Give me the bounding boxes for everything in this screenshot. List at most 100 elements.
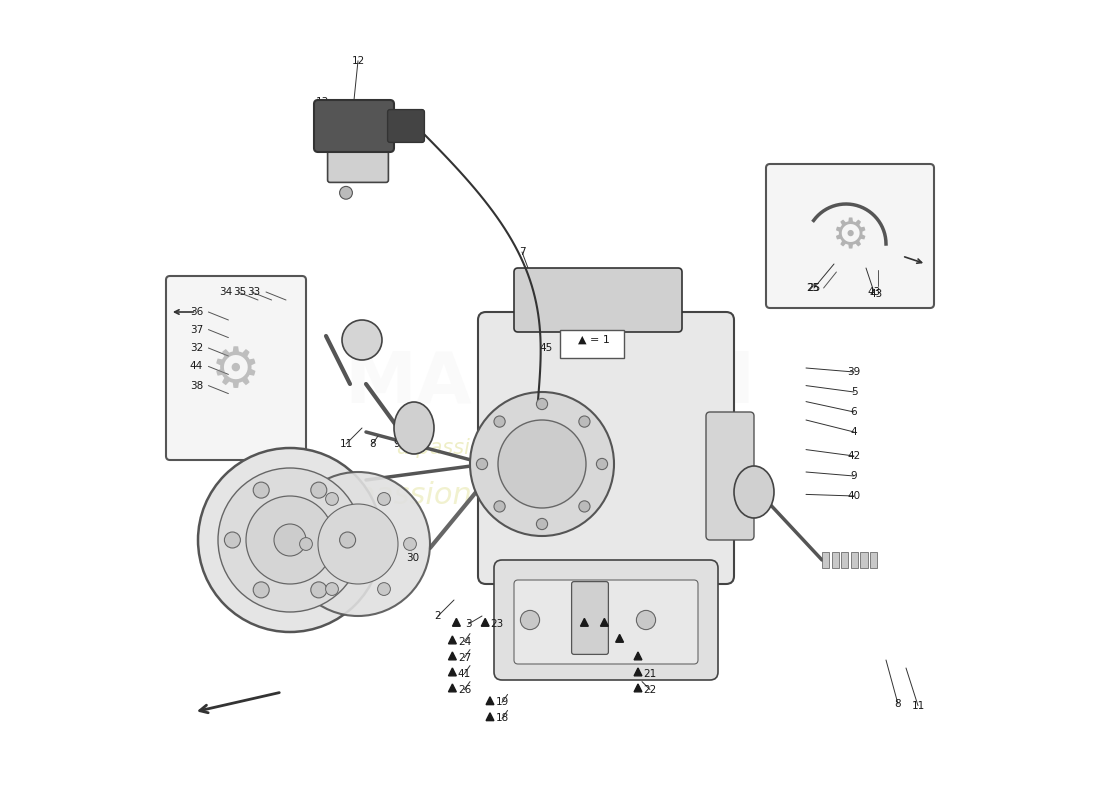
Circle shape bbox=[404, 538, 417, 550]
Text: 43: 43 bbox=[868, 287, 881, 297]
Bar bbox=[822, 552, 829, 568]
Text: 38: 38 bbox=[190, 381, 204, 390]
Text: 45: 45 bbox=[539, 343, 552, 353]
Text: ⚙: ⚙ bbox=[832, 215, 869, 257]
Polygon shape bbox=[634, 652, 642, 660]
Polygon shape bbox=[616, 634, 624, 642]
Text: 13: 13 bbox=[316, 97, 329, 106]
Text: 40: 40 bbox=[847, 491, 860, 501]
FancyBboxPatch shape bbox=[514, 268, 682, 332]
Text: 3: 3 bbox=[465, 619, 472, 629]
Text: 15: 15 bbox=[625, 635, 638, 645]
Text: 24: 24 bbox=[458, 637, 471, 646]
Circle shape bbox=[224, 532, 241, 548]
Text: 36: 36 bbox=[190, 307, 204, 317]
FancyBboxPatch shape bbox=[766, 164, 934, 308]
Text: 26: 26 bbox=[458, 685, 471, 694]
Polygon shape bbox=[634, 668, 642, 676]
Text: 6: 6 bbox=[850, 407, 857, 417]
Text: 32: 32 bbox=[190, 343, 204, 353]
Text: 33: 33 bbox=[248, 287, 261, 297]
Circle shape bbox=[198, 448, 382, 632]
Text: 35: 35 bbox=[233, 287, 246, 297]
Text: 25: 25 bbox=[807, 283, 821, 293]
Circle shape bbox=[342, 320, 382, 360]
Text: 8: 8 bbox=[370, 439, 376, 449]
Circle shape bbox=[494, 416, 505, 427]
Text: 39: 39 bbox=[847, 367, 860, 377]
Text: 9: 9 bbox=[850, 471, 857, 481]
Text: 4: 4 bbox=[850, 427, 857, 437]
Text: 10: 10 bbox=[638, 619, 651, 629]
FancyBboxPatch shape bbox=[560, 330, 625, 358]
Text: 42: 42 bbox=[847, 451, 860, 461]
Polygon shape bbox=[601, 618, 608, 626]
Text: a passion for cars since 1963: a passion for cars since 1963 bbox=[397, 438, 703, 458]
FancyBboxPatch shape bbox=[166, 276, 306, 460]
Circle shape bbox=[498, 420, 586, 508]
Text: 44: 44 bbox=[190, 362, 204, 371]
Circle shape bbox=[311, 482, 327, 498]
Bar bbox=[832, 552, 839, 568]
Circle shape bbox=[318, 504, 398, 584]
Text: 29: 29 bbox=[377, 554, 390, 563]
Text: 10: 10 bbox=[414, 439, 427, 449]
Bar bbox=[860, 552, 868, 568]
FancyBboxPatch shape bbox=[387, 110, 425, 142]
Text: 21: 21 bbox=[644, 669, 657, 678]
Polygon shape bbox=[634, 684, 642, 692]
Ellipse shape bbox=[734, 466, 774, 518]
FancyBboxPatch shape bbox=[706, 412, 754, 540]
Text: 43: 43 bbox=[870, 290, 883, 299]
Text: 5: 5 bbox=[850, 387, 857, 397]
Text: ⚙: ⚙ bbox=[211, 345, 261, 399]
Polygon shape bbox=[449, 684, 456, 692]
Circle shape bbox=[637, 610, 656, 630]
Bar bbox=[850, 552, 858, 568]
Circle shape bbox=[470, 392, 614, 536]
FancyBboxPatch shape bbox=[572, 582, 608, 654]
FancyBboxPatch shape bbox=[478, 312, 734, 584]
Circle shape bbox=[246, 496, 334, 584]
Circle shape bbox=[326, 582, 339, 595]
Text: 16: 16 bbox=[609, 619, 623, 629]
Circle shape bbox=[286, 472, 430, 616]
Text: 8: 8 bbox=[894, 699, 901, 709]
Circle shape bbox=[274, 524, 306, 556]
FancyBboxPatch shape bbox=[514, 580, 698, 664]
Circle shape bbox=[311, 582, 327, 598]
Polygon shape bbox=[486, 713, 494, 721]
Polygon shape bbox=[482, 618, 490, 626]
Polygon shape bbox=[486, 697, 494, 705]
Circle shape bbox=[340, 186, 352, 199]
Polygon shape bbox=[581, 618, 589, 626]
Ellipse shape bbox=[394, 402, 435, 454]
Text: 27: 27 bbox=[458, 653, 471, 662]
Text: 37: 37 bbox=[190, 325, 204, 334]
Bar bbox=[870, 552, 877, 568]
Text: MASERATI: MASERATI bbox=[344, 350, 756, 418]
Circle shape bbox=[299, 538, 312, 550]
Text: 11: 11 bbox=[912, 701, 925, 710]
Text: 7: 7 bbox=[519, 247, 526, 257]
Text: ▲ = 1: ▲ = 1 bbox=[579, 335, 609, 345]
Text: a passion for cars since 1963: a passion for cars since 1963 bbox=[327, 482, 773, 510]
Circle shape bbox=[253, 482, 270, 498]
Circle shape bbox=[537, 518, 548, 530]
Circle shape bbox=[476, 458, 487, 470]
Text: 30: 30 bbox=[406, 554, 419, 563]
FancyBboxPatch shape bbox=[314, 100, 394, 152]
Text: 34: 34 bbox=[219, 287, 232, 297]
Text: 12: 12 bbox=[351, 56, 364, 66]
Circle shape bbox=[377, 582, 390, 595]
Text: 9: 9 bbox=[393, 439, 399, 449]
Polygon shape bbox=[449, 668, 456, 676]
Text: 17: 17 bbox=[590, 619, 603, 629]
Text: 23: 23 bbox=[491, 619, 504, 629]
Circle shape bbox=[340, 532, 355, 548]
Text: 2: 2 bbox=[434, 611, 441, 621]
Text: 28: 28 bbox=[262, 538, 275, 547]
Circle shape bbox=[596, 458, 607, 470]
Text: 14: 14 bbox=[316, 123, 329, 133]
Circle shape bbox=[537, 398, 548, 410]
